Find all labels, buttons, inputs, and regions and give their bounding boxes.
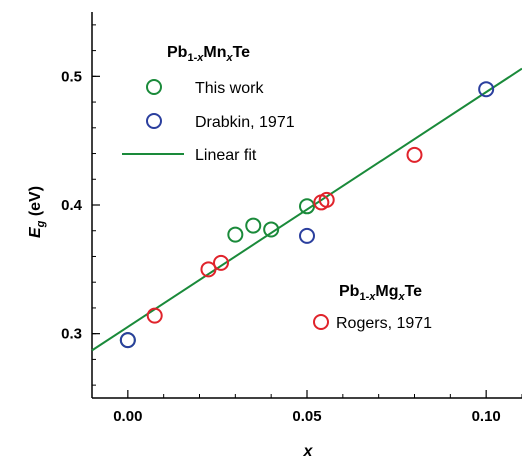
y-tick-label: 0.5 (61, 68, 82, 85)
data-point (299, 198, 315, 215)
y-tick-label: 0.3 (61, 326, 82, 343)
legend-label-drabkin: Drabkin, 1971 (195, 114, 295, 131)
legend-title-pbmgte: Pb1-xMgxTe (339, 283, 422, 303)
legend-pbmgte: Pb1-xMgxTe Rogers, 1971 (313, 283, 432, 332)
x-tick-label: 0.10 (472, 408, 501, 425)
plot-frame (91, 12, 522, 399)
linear-fit-line (91, 67, 522, 352)
y-axis-title: Eg (eV) (27, 186, 47, 238)
legend-label-linear-fit: Linear fit (195, 147, 257, 164)
axis-ticks: 0.00 0.05 0.10 0.3 0.4 0.5 (61, 24, 522, 425)
data-points (119, 81, 495, 349)
x-axis-title: x (303, 443, 314, 460)
data-point (245, 217, 262, 234)
legend-marker-drabkin (146, 113, 162, 129)
legend-marker-this-work (146, 79, 162, 95)
legend-marker-rogers (313, 314, 329, 330)
data-point (146, 307, 163, 324)
data-point (200, 261, 217, 278)
legend-title-pbmnte: Pb1-xMnxTe (167, 44, 250, 64)
y-tick-label: 0.4 (61, 197, 83, 214)
data-point (406, 146, 423, 163)
data-point (263, 221, 280, 238)
x-tick-label: 0.00 (113, 408, 142, 425)
data-point (318, 191, 335, 208)
legend-label-this-work: This work (195, 80, 264, 97)
data-point (213, 254, 229, 271)
legend-label-rogers: Rogers, 1971 (336, 315, 432, 332)
x-tick-label: 0.05 (292, 408, 321, 425)
data-point (478, 81, 495, 98)
legend-pbmnte: Pb1-xMnxTe This work Drabkin, 1971 Linea… (122, 44, 295, 164)
data-point (227, 226, 244, 243)
data-point (119, 332, 136, 349)
fit-line-layer (91, 67, 522, 352)
data-point (299, 227, 315, 244)
